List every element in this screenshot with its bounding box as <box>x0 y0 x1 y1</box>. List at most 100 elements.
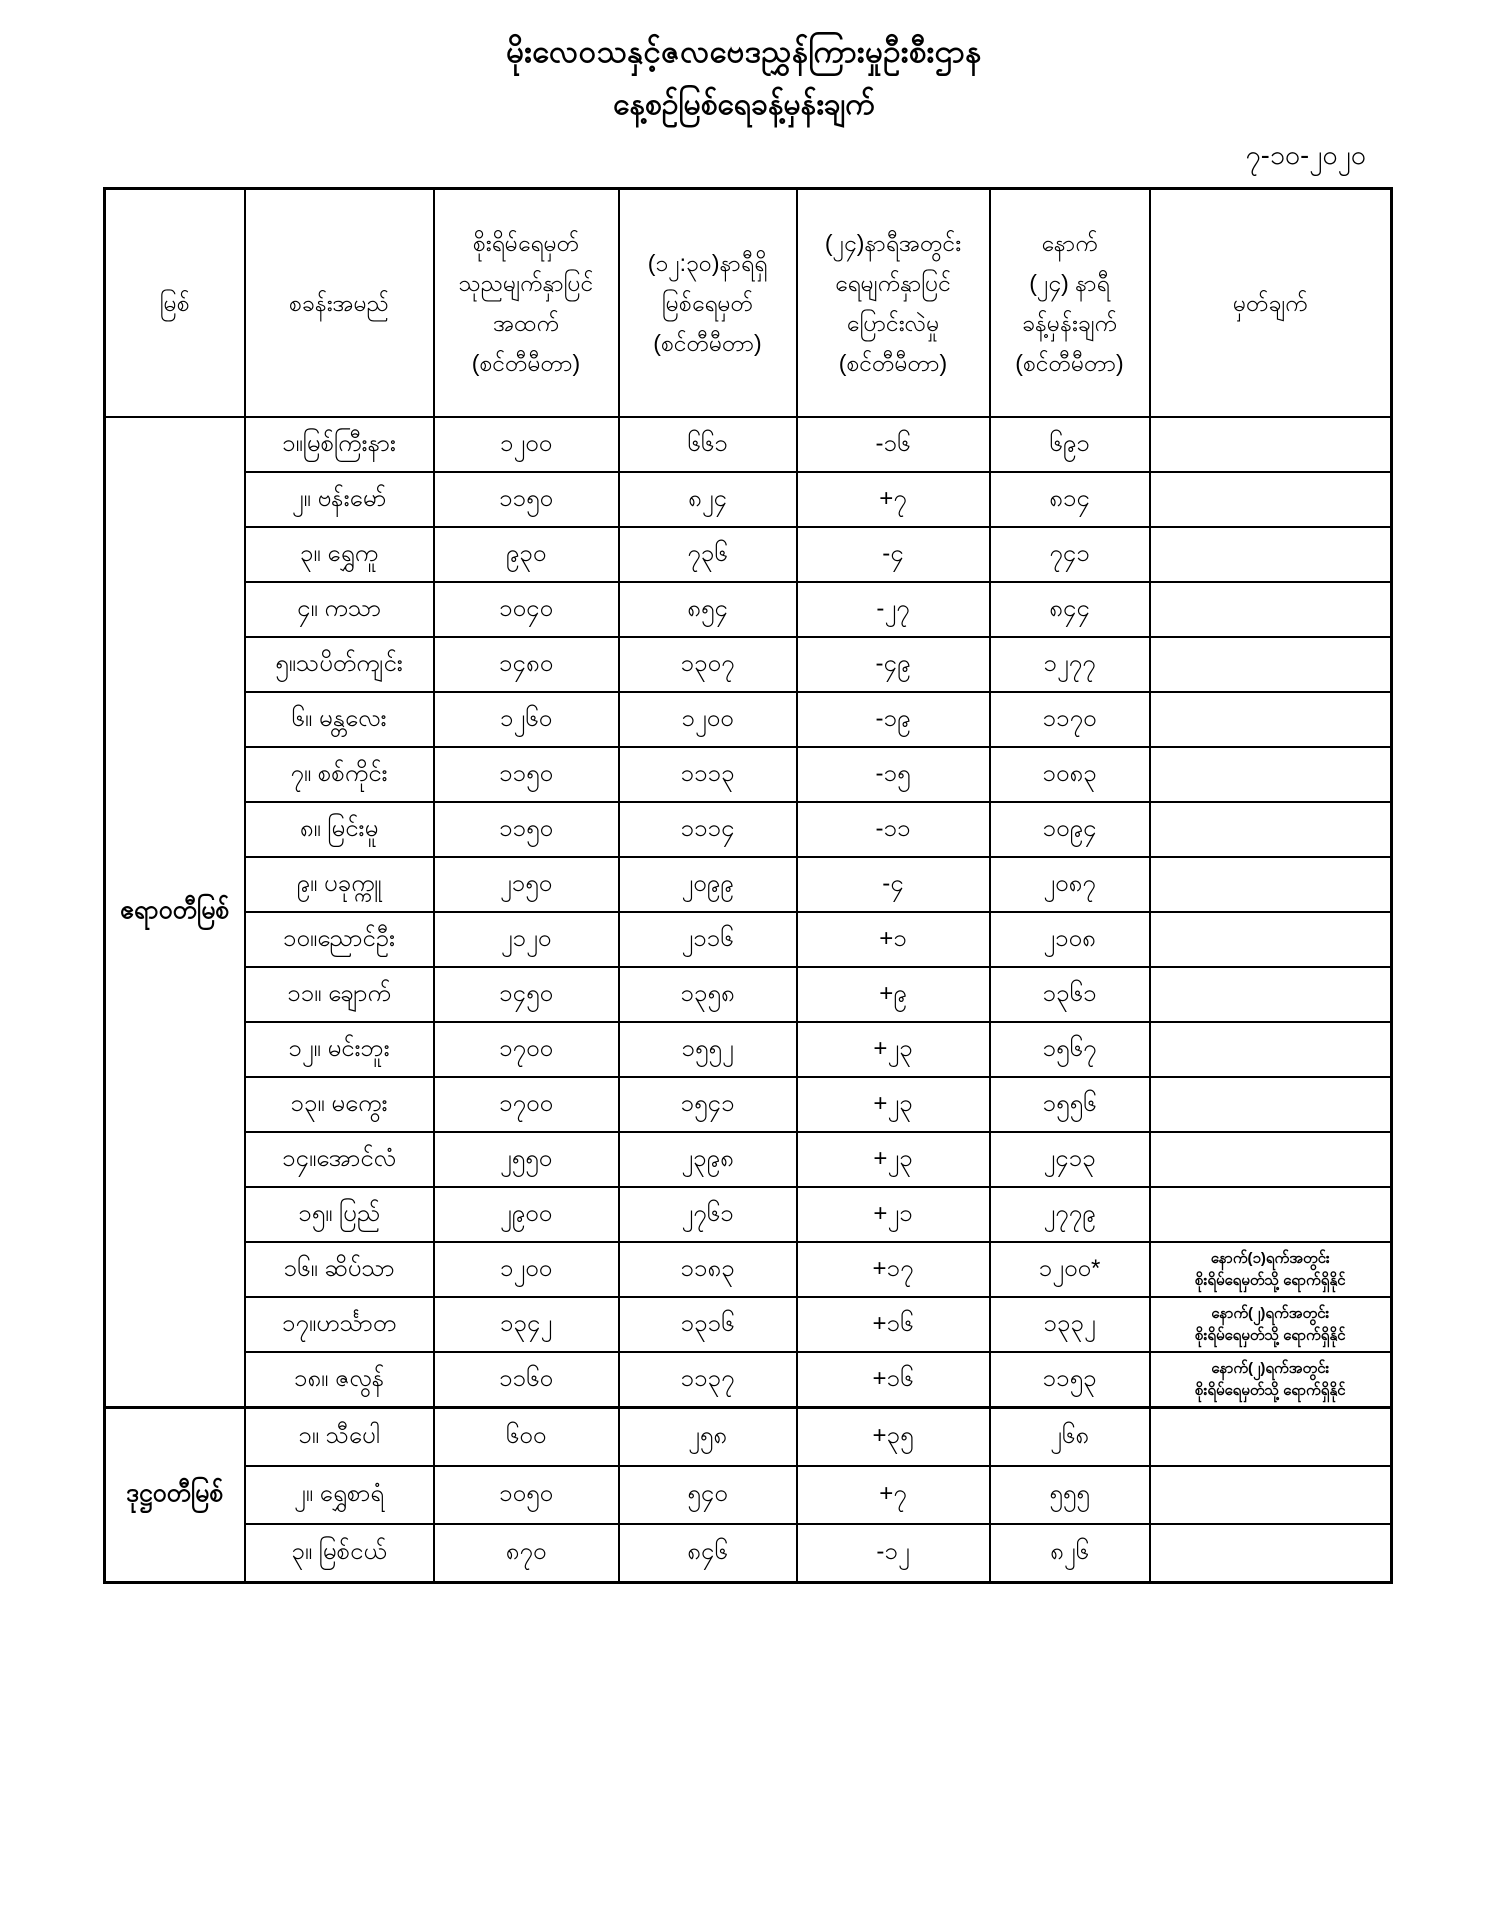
station-cell: ၂။ ရွှေစာရံ <box>243 1465 435 1525</box>
remark-cell <box>1148 1186 1393 1243</box>
station-cell: ၁။မြစ်ကြီးနား <box>243 416 435 473</box>
danger-level-cell: ၂၉၀၀ <box>432 1186 620 1243</box>
water-level-cell: ၁၁၈၃ <box>617 1241 798 1298</box>
danger-level-cell: ၁၇၀၀ <box>432 1076 620 1133</box>
remark-cell <box>1148 1076 1393 1133</box>
remark-cell <box>1148 581 1393 638</box>
station-cell: ၃။ ရွှေကူ <box>243 526 435 583</box>
change-cell: +၁၆ <box>795 1351 991 1409</box>
table-row: ဒုဋ္ဌဝတီမြစ် ၁။ သီပေါ ၆၀၀ ၂၅၈ +၃၅ ၂၆၈ <box>103 1406 1393 1584</box>
table-row: ၉။ ပခုက္ကူ ၂၁၅၀ ၂၀၉၉ -၄ ၂၀၈၇ <box>105 856 1393 913</box>
table-row: ၂။ ရွှေစာရံ ၁၀၅၀ ၅၄၀ +၇ ၅၅၅ <box>105 1465 1393 1525</box>
danger-level-cell: ၁၇၀၀ <box>432 1021 620 1078</box>
table-row: ၁၆။ ဆိပ်သာ ၁၂၀၀ ၁၁၈၃ +၁၇ ၁၂၀၀* နောက်(၁)ရက်အတွ… <box>105 1241 1393 1298</box>
station-cell: ၁၃။ မကွေး <box>243 1076 435 1133</box>
water-level-cell: ၁၅၅၂ <box>617 1021 798 1078</box>
water-level-cell: ၇၃၆ <box>617 526 798 583</box>
change-cell: -၂၇ <box>795 581 991 638</box>
danger-level-cell: ၁၄၈၀ <box>432 636 620 693</box>
table-row: ၁၀။ညောင်ဦး ၂၁၂၀ ၂၁၁၆ +၁ ၂၁၀၈ <box>105 911 1393 968</box>
forecast-cell: ၁၁၅၃ <box>988 1351 1151 1409</box>
water-level-cell: ၈၂၄ <box>617 471 798 528</box>
change-cell: +၁၇ <box>795 1241 991 1298</box>
remark-cell <box>1148 1131 1393 1188</box>
forecast-cell: ၁၁၇၀ <box>988 691 1151 748</box>
table-row: ၇။ စစ်ကိုင်း ၁၁၅၀ ၁၁၁၃ -၁၅ ၁၀၈၃ <box>105 746 1393 803</box>
water-level-cell: ၁၂၀၀ <box>617 691 798 748</box>
change-cell: +၂၃ <box>795 1076 991 1133</box>
table-row: ၁၂။ မင်းဘူး ၁၇၀၀ ၁၅၅၂ +၂၃ ၁၅၆၇ <box>105 1021 1393 1078</box>
danger-level-cell: ၁၃၄၂ <box>432 1296 620 1353</box>
danger-level-cell: ၁၂၀၀ <box>432 1241 620 1298</box>
danger-level-cell: ၆၀၀ <box>432 1406 620 1467</box>
station-cell: ၁၇။ဟင်္သာတ <box>243 1296 435 1353</box>
forecast-cell: ၁၀၈၃ <box>988 746 1151 803</box>
report-title: နေ့စဉ်မြစ်ရေခန့်မှန်းချက် <box>613 88 875 121</box>
department-title: မိုးလေဝသနှင့်ဇလဗေဒညွှန်ကြားမှုဦးစီးဌာန <box>506 34 982 69</box>
water-level-cell: ၅၄၀ <box>617 1465 798 1525</box>
remark-cell: နောက်(၁)ရက်အတွင်း စိုးရိမ်ရေမှတ်သို့ ရော… <box>1148 1241 1393 1298</box>
station-cell: ၃။ မြစ်ငယ် <box>243 1523 435 1584</box>
forecast-cell: ၆၉၁ <box>988 416 1151 473</box>
danger-level-cell: ၈၇၀ <box>432 1523 620 1584</box>
change-cell: +၁၆ <box>795 1296 991 1353</box>
water-level-cell: ၁၁၁၃ <box>617 746 798 803</box>
station-cell: ၉။ ပခုက္ကူ <box>243 856 435 913</box>
danger-level-cell: ၁၄၅၀ <box>432 966 620 1023</box>
table-row: ၅။သပိတ်ကျင်း ၁၄၈၀ ၁၃၀၇ -၄၉ ၁၂၇၇ <box>105 636 1393 693</box>
water-level-cell: ၈၅၄ <box>617 581 798 638</box>
danger-level-cell: ၉၃၀ <box>432 526 620 583</box>
station-cell: ၁၀။ညောင်ဦး <box>243 911 435 968</box>
col-header-remarks: မှတ်ချက် <box>1148 187 1393 418</box>
col-header-river: မြစ် <box>103 187 246 418</box>
col-header-station: စခန်းအမည် <box>243 187 435 418</box>
table-row: ၃။ မြစ်ငယ် ၈၇၀ ၈၄၆ -၁၂ ၈၂၆ <box>105 1523 1393 1584</box>
change-cell: +၉ <box>795 966 991 1023</box>
table-row: ၁၃။ မကွေး ၁၇၀၀ ၁၅၄၁ +၂၃ ၁၅၅၆ <box>105 1076 1393 1133</box>
change-cell: +၁ <box>795 911 991 968</box>
col-header-danger-level: စိုးရိမ်ရေမှတ် သုညမျက်နှာပြင် အထက် (စင်တ… <box>432 187 620 418</box>
change-cell: -၁၆ <box>795 416 991 473</box>
water-level-cell: ၁၁၁၄ <box>617 801 798 858</box>
remark-cell <box>1148 526 1393 583</box>
danger-level-cell: ၁၂၆၀ <box>432 691 620 748</box>
table-row: ၆။ မန္တလေး ၁၂၆၀ ၁၂၀၀ -၁၉ ၁၁၇၀ <box>105 691 1393 748</box>
change-cell: -၄ <box>795 856 991 913</box>
water-level-cell: ၁၃၁၆ <box>617 1296 798 1353</box>
col-header-water-level: (၁၂:၃၀)နာရီရှိ မြစ်ရေမှတ် (စင်တီမီတာ) <box>617 187 798 418</box>
change-cell: +၇ <box>795 471 991 528</box>
change-cell: +၃၅ <box>795 1406 991 1467</box>
remark-cell <box>1148 911 1393 968</box>
forecast-cell: ၁၀၉၄ <box>988 801 1151 858</box>
forecast-cell: ၁၃၆၁ <box>988 966 1151 1023</box>
remark-cell <box>1148 1406 1393 1467</box>
remark-cell <box>1148 471 1393 528</box>
change-cell: +၂၃ <box>795 1021 991 1078</box>
table-row: ၃။ ရွှေကူ ၉၃၀ ၇၃၆ -၄ ၇၄၁ <box>105 526 1393 583</box>
forecast-cell: ၁၂၇၇ <box>988 636 1151 693</box>
station-cell: ၂။ ဗန်းမော် <box>243 471 435 528</box>
station-cell: ၁၄။အောင်လံ <box>243 1131 435 1188</box>
change-cell: -၁၁ <box>795 801 991 858</box>
danger-level-cell: ၁၁၅၀ <box>432 746 620 803</box>
river-name-cell: ဧရာဝတီမြစ် <box>103 416 246 1409</box>
header-row: မြစ် စခန်းအမည် စိုးရိမ်ရေမှတ် သုညမျက်နှာ… <box>103 187 1393 418</box>
remark-cell <box>1148 966 1393 1023</box>
danger-level-cell: ၁၀၅၀ <box>432 1465 620 1525</box>
danger-level-cell: ၁၁၆၀ <box>432 1351 620 1409</box>
remark-cell: နောက်(၂)ရက်အတွင်း စိုးရိမ်ရေမှတ်သို့ ရော… <box>1148 1351 1393 1409</box>
station-cell: ၁၂။ မင်းဘူး <box>243 1021 435 1078</box>
report-date: ၇-၁၀-၂၀၂၀ <box>1245 140 1366 170</box>
water-level-cell: ၁၁၃၇ <box>617 1351 798 1409</box>
water-level-cell: ၁၅၄၁ <box>617 1076 798 1133</box>
remark-cell <box>1148 1465 1393 1525</box>
station-cell: ၇။ စစ်ကိုင်း <box>243 746 435 803</box>
change-cell: -၁၂ <box>795 1523 991 1584</box>
change-cell: -၁၉ <box>795 691 991 748</box>
table-row: ၁၁။ ချောက် ၁၄၅၀ ၁၃၅၈ +၉ ၁၃၆၁ <box>105 966 1393 1023</box>
col-header-forecast-24h: နောက် (၂၄) နာရီ ခန့်မှန်းချက် (စင်တီမီတာ… <box>988 187 1151 418</box>
change-cell: +၂၃ <box>795 1131 991 1188</box>
danger-level-cell: ၂၁၅၀ <box>432 856 620 913</box>
station-cell: ၅။သပိတ်ကျင်း <box>243 636 435 693</box>
